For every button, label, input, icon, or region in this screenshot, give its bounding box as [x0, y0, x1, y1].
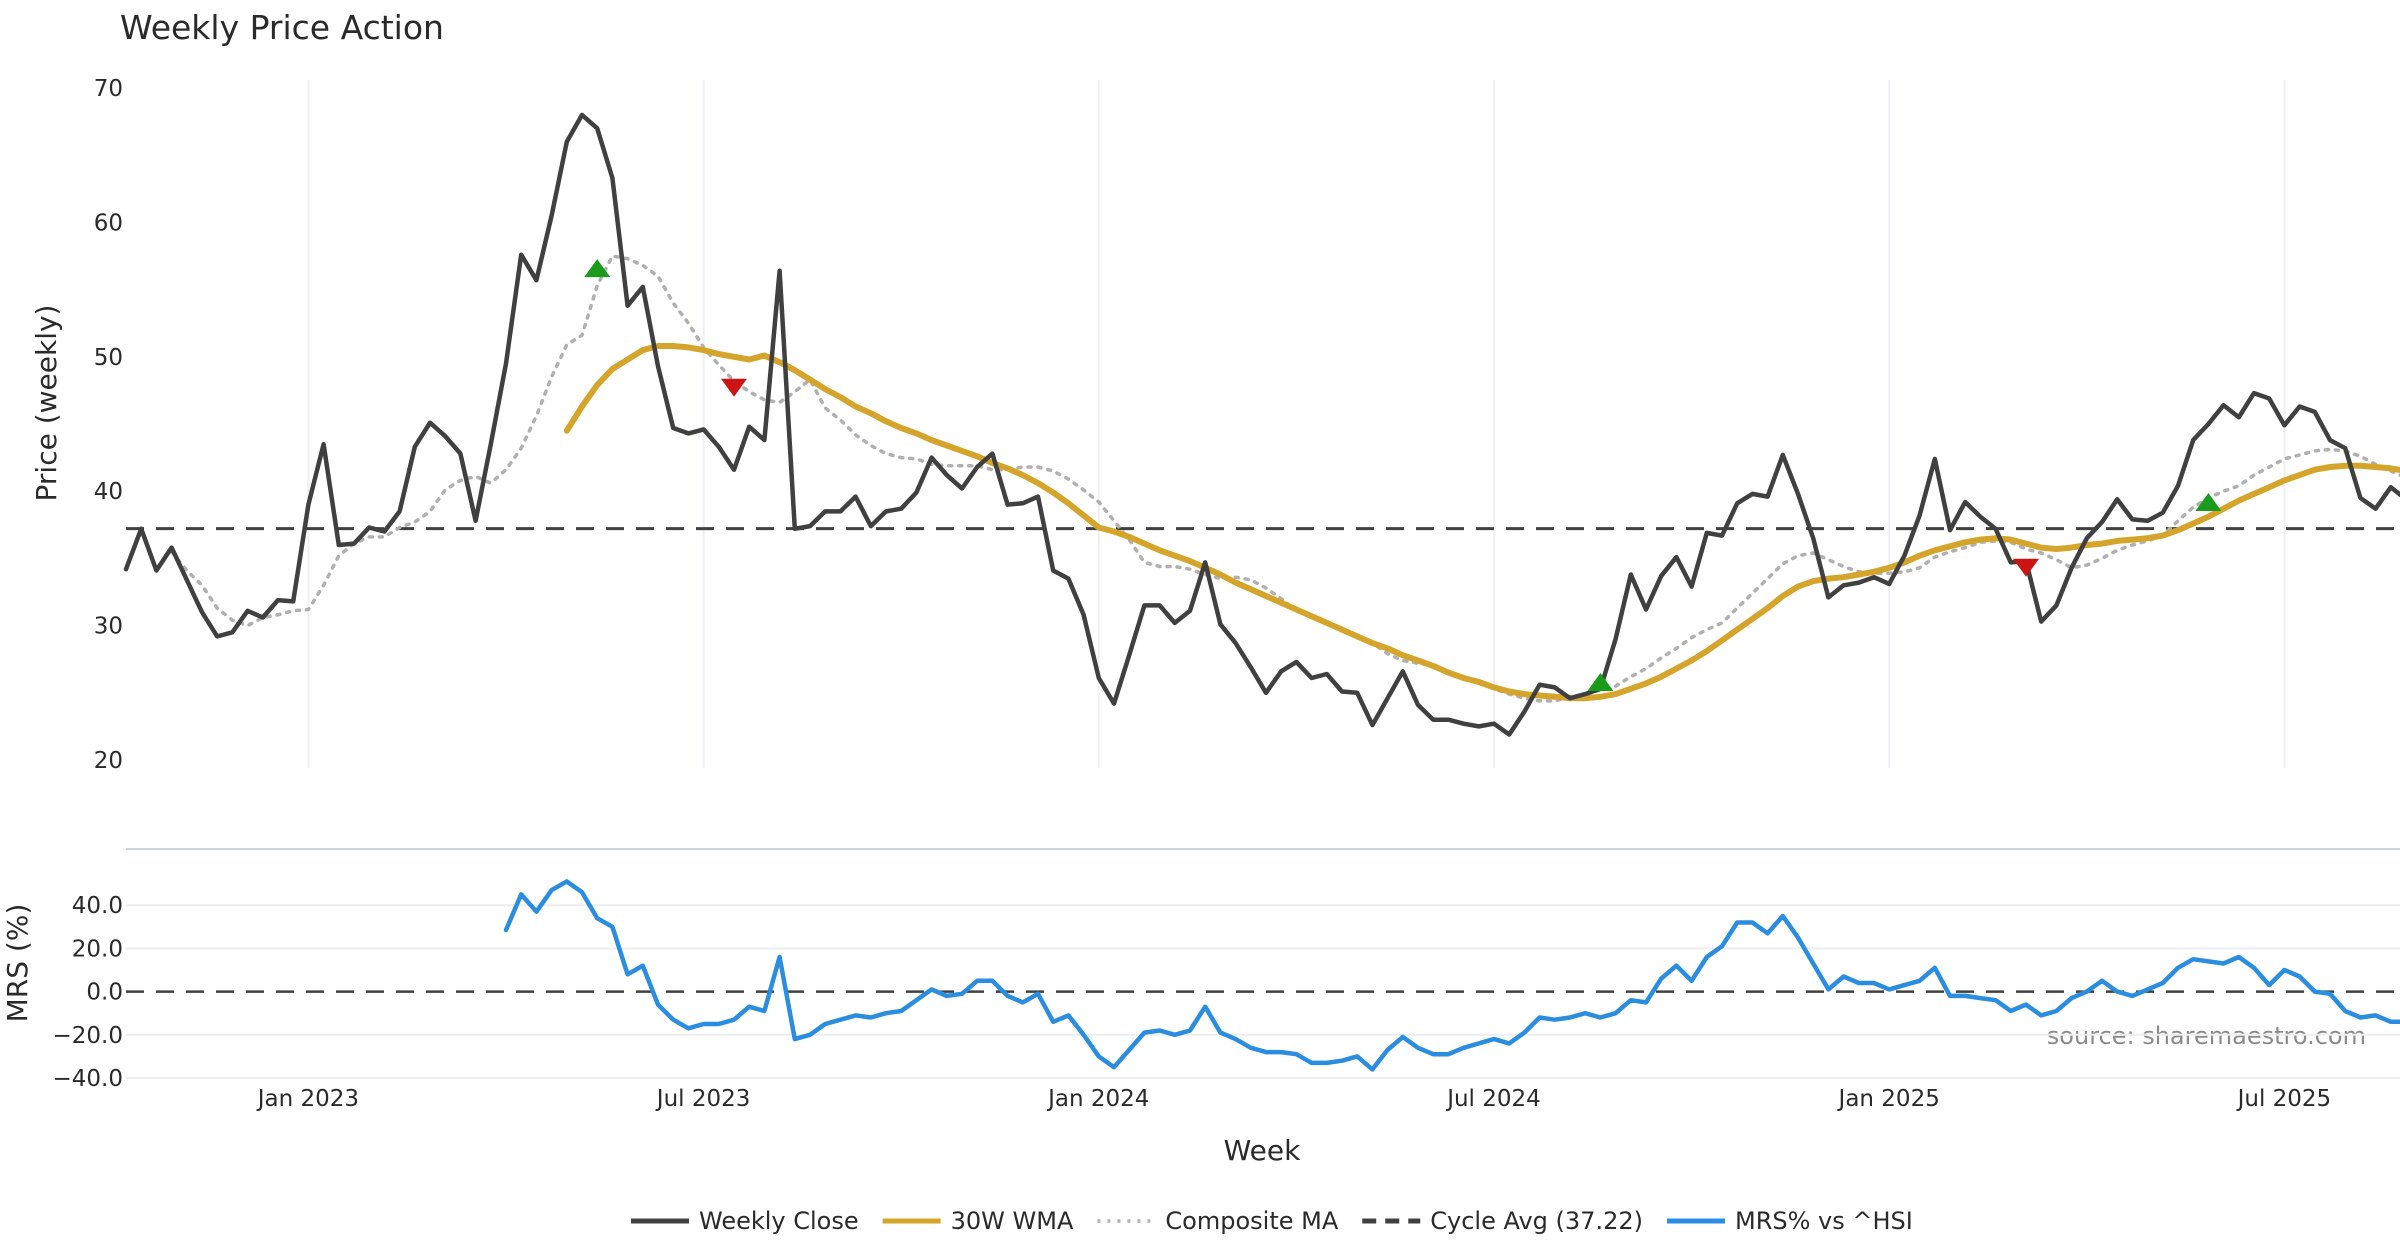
price-series-group	[123, 112, 2400, 737]
mrs-ytick-label-1: 20.0	[72, 936, 123, 962]
price-axis-title: Price (weekly)	[30, 305, 63, 502]
mrs-series-group	[503, 879, 2400, 1072]
price-ytick-label-4: 60	[94, 210, 123, 236]
ticks-group: 20 30 40 50 60 70 40.0 20.0 0.0 −20.0 −40.0 Jan 202…	[53, 76, 2332, 1112]
x-tick-label-1: Jul 2023	[655, 1086, 751, 1112]
price-ytick-label-3: 50	[94, 345, 123, 371]
x-tick-label-5: Jul 2025	[2236, 1086, 2332, 1112]
x-axis-title: Week	[1224, 1134, 1301, 1167]
price-ytick-label-5: 70	[94, 76, 123, 102]
x-tick-label-2: Jan 2024	[1046, 1086, 1149, 1112]
mrs-ytick-label-2: 0.0	[86, 980, 123, 1006]
mrs-ytick-label-3: −20.0	[53, 1023, 123, 1049]
mrs-axis-title: MRS (%)	[1, 904, 34, 1023]
legend-label-30w-wma: 30W WMA	[951, 1207, 1074, 1235]
source-watermark: source: sharemaestro.com	[2047, 1022, 2366, 1050]
legend: Weekly Close 30W WMA Composite MA Cycle Avg…	[631, 1207, 1913, 1235]
series-composite-ma-line	[169, 254, 2400, 703]
series-weekly-close-line	[123, 112, 2400, 737]
legend-label-mrs-vs-hsi: MRS% vs ^HSI	[1735, 1207, 1913, 1235]
buy-signal-marker-2	[1587, 673, 1614, 692]
sell-signal-marker-3	[2013, 558, 2039, 577]
legend-label-weekly-close: Weekly Close	[699, 1207, 859, 1235]
mrs-ytick-label-0: 40.0	[72, 893, 123, 919]
price-ytick-label-1: 30	[94, 614, 123, 640]
x-tick-label-3: Jul 2024	[1445, 1086, 1541, 1112]
series-mrs-line	[503, 879, 2400, 1072]
mrs-grid	[126, 848, 2400, 1079]
legend-label-composite-ma: Composite MA	[1165, 1207, 1338, 1235]
legend-label-cycle-avg-37-22: Cycle Avg (37.22)	[1430, 1207, 1643, 1235]
price-ytick-label-2: 40	[94, 479, 123, 505]
series-30w-wma-line	[563, 343, 2400, 702]
sell-signal-marker-1	[721, 378, 747, 397]
buy-signal-marker-4	[2195, 492, 2222, 511]
x-tick-label-0: Jan 2023	[256, 1086, 359, 1112]
chart-title: Weekly Price Action	[120, 8, 444, 47]
price-ytick-label-0: 20	[94, 748, 123, 774]
x-tick-label-4: Jan 2025	[1837, 1086, 1940, 1112]
mrs-ytick-label-4: −40.0	[53, 1066, 123, 1092]
buy-signal-marker-0	[584, 259, 611, 278]
